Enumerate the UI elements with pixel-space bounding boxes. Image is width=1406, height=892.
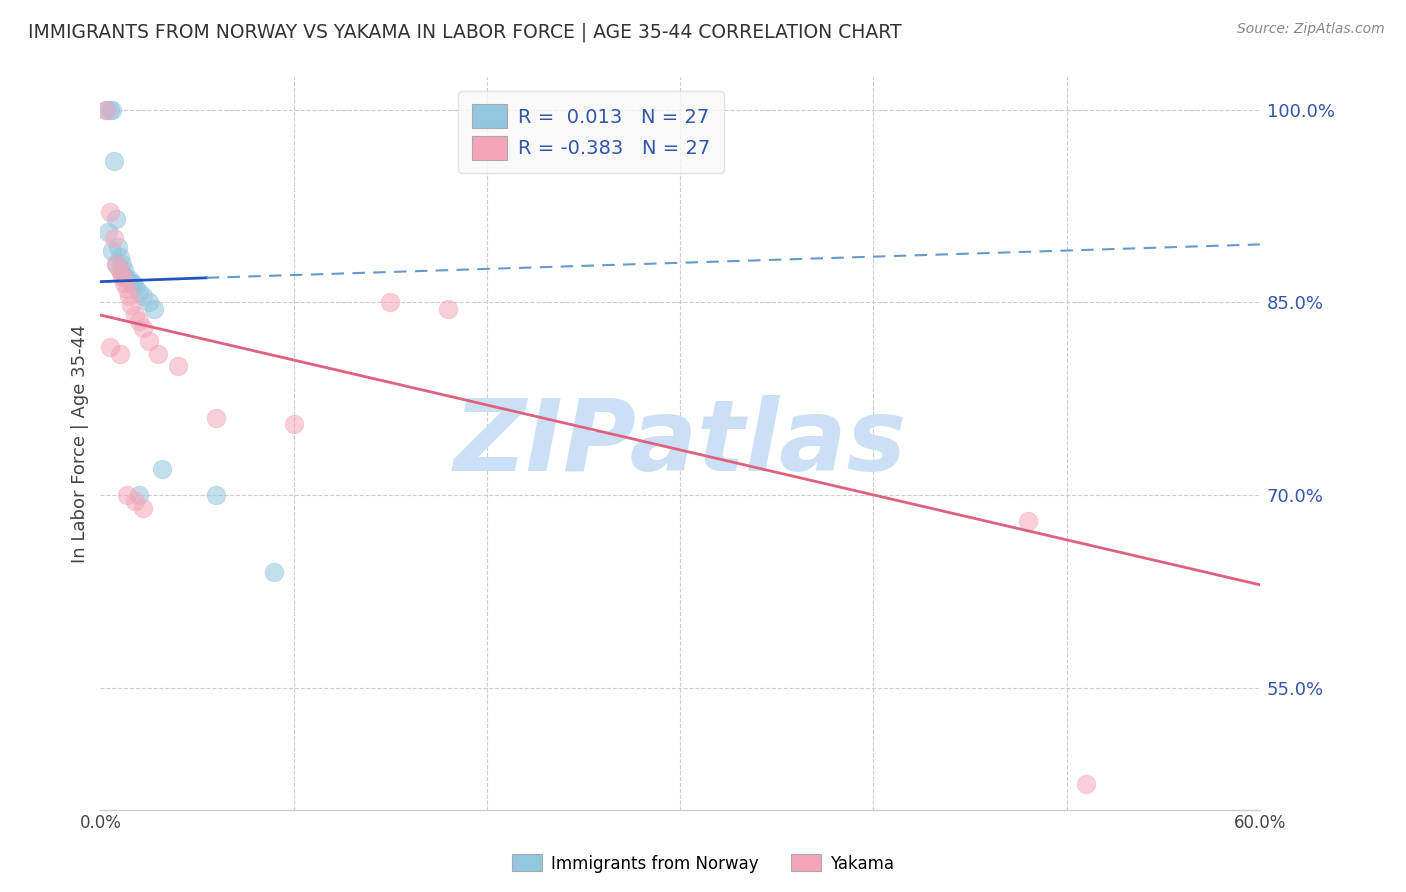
Point <box>103 231 125 245</box>
Point <box>101 103 124 117</box>
Point <box>128 488 150 502</box>
Point <box>132 500 155 515</box>
Point <box>98 340 121 354</box>
Point <box>104 257 127 271</box>
Point <box>108 263 131 277</box>
Point <box>117 282 139 296</box>
Point <box>205 488 228 502</box>
Point <box>98 103 121 117</box>
Point <box>104 257 127 271</box>
Point <box>114 269 136 284</box>
Point <box>124 308 146 322</box>
Point <box>110 257 132 271</box>
Point <box>101 244 124 258</box>
Y-axis label: In Labor Force | Age 35-44: In Labor Force | Age 35-44 <box>72 324 89 563</box>
Point <box>112 276 135 290</box>
Point <box>120 298 142 312</box>
Point <box>112 263 135 277</box>
Point <box>1017 514 1039 528</box>
Text: Source: ZipAtlas.com: Source: ZipAtlas.com <box>1237 22 1385 37</box>
Point <box>205 410 228 425</box>
Legend: R =  0.013   N = 27, R = -0.383   N = 27: R = 0.013 N = 27, R = -0.383 N = 27 <box>458 91 724 173</box>
Point <box>117 488 139 502</box>
Point <box>118 272 141 286</box>
Point <box>98 205 121 219</box>
Point <box>118 289 141 303</box>
Point <box>97 225 120 239</box>
Point <box>124 280 146 294</box>
Point <box>122 276 145 290</box>
Point <box>108 263 131 277</box>
Text: ZIPatlas: ZIPatlas <box>454 395 907 492</box>
Point <box>132 289 155 303</box>
Point <box>112 269 135 284</box>
Point <box>103 153 125 168</box>
Point <box>104 211 127 226</box>
Point <box>120 276 142 290</box>
Point <box>283 417 305 432</box>
Point <box>132 321 155 335</box>
Point <box>380 295 402 310</box>
Point <box>124 494 146 508</box>
Point <box>150 462 173 476</box>
Legend: Immigrants from Norway, Yakama: Immigrants from Norway, Yakama <box>506 847 900 880</box>
Point <box>110 269 132 284</box>
Point <box>128 285 150 299</box>
Point <box>108 346 131 360</box>
Point <box>148 346 170 360</box>
Point <box>143 301 166 316</box>
Point <box>94 103 117 117</box>
Point <box>1074 777 1097 791</box>
Text: IMMIGRANTS FROM NORWAY VS YAKAMA IN LABOR FORCE | AGE 35-44 CORRELATION CHART: IMMIGRANTS FROM NORWAY VS YAKAMA IN LABO… <box>28 22 901 42</box>
Point <box>128 314 150 328</box>
Point <box>108 250 131 264</box>
Point <box>138 334 160 348</box>
Point <box>166 359 188 374</box>
Point <box>94 103 117 117</box>
Point <box>437 301 460 316</box>
Point <box>263 565 285 579</box>
Point <box>107 240 129 254</box>
Point <box>138 295 160 310</box>
